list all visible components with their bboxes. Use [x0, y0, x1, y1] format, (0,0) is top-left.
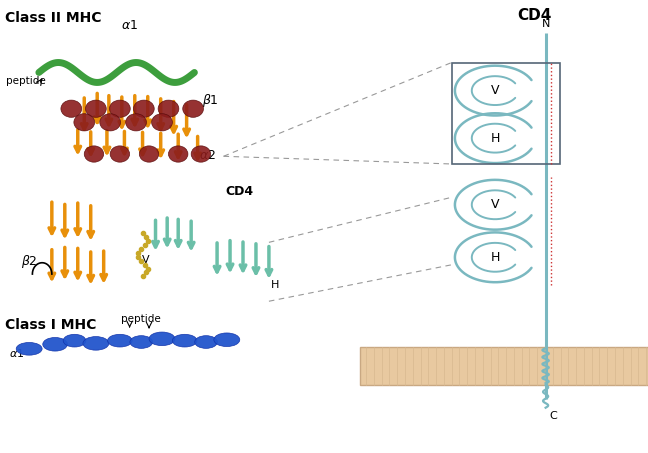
Text: $\beta$2: $\beta$2: [21, 253, 38, 270]
Bar: [360, 347, 648, 385]
Text: H: H: [272, 280, 279, 289]
Text: peptide: peptide: [121, 313, 161, 323]
Text: $\alpha$2: $\alpha$2: [199, 149, 216, 162]
Ellipse shape: [64, 334, 86, 347]
Ellipse shape: [130, 336, 153, 348]
Ellipse shape: [133, 100, 154, 117]
Ellipse shape: [61, 100, 82, 117]
Ellipse shape: [191, 146, 211, 162]
Ellipse shape: [158, 100, 179, 117]
Ellipse shape: [172, 334, 197, 347]
Text: CD4: CD4: [517, 8, 552, 24]
Ellipse shape: [100, 114, 121, 131]
Ellipse shape: [83, 337, 109, 350]
Text: Class II MHC: Class II MHC: [5, 11, 102, 25]
Text: $\alpha$1: $\alpha$1: [121, 19, 138, 33]
Text: peptide: peptide: [6, 76, 46, 86]
Text: Class I MHC: Class I MHC: [5, 318, 97, 332]
Text: $\beta$1: $\beta$1: [202, 92, 219, 109]
Text: V: V: [142, 255, 150, 265]
Ellipse shape: [183, 100, 203, 117]
Ellipse shape: [126, 114, 146, 131]
Text: H: H: [491, 132, 500, 145]
Text: H: H: [491, 251, 500, 264]
Ellipse shape: [149, 332, 175, 346]
Ellipse shape: [43, 337, 67, 351]
Ellipse shape: [110, 100, 130, 117]
Text: C: C: [550, 411, 557, 421]
Ellipse shape: [108, 334, 132, 347]
Ellipse shape: [152, 114, 172, 131]
Ellipse shape: [84, 146, 104, 162]
Ellipse shape: [139, 146, 159, 162]
Bar: [452, 63, 560, 164]
Ellipse shape: [214, 333, 240, 347]
Ellipse shape: [16, 342, 42, 355]
Text: V: V: [491, 84, 500, 97]
Ellipse shape: [194, 336, 217, 348]
Text: N: N: [542, 19, 550, 29]
Ellipse shape: [74, 114, 95, 131]
Ellipse shape: [86, 100, 106, 117]
Ellipse shape: [168, 146, 188, 162]
Text: $\alpha$1: $\alpha$1: [8, 347, 24, 359]
Text: V: V: [491, 198, 500, 211]
Text: CD4: CD4: [226, 185, 254, 198]
Ellipse shape: [110, 146, 130, 162]
